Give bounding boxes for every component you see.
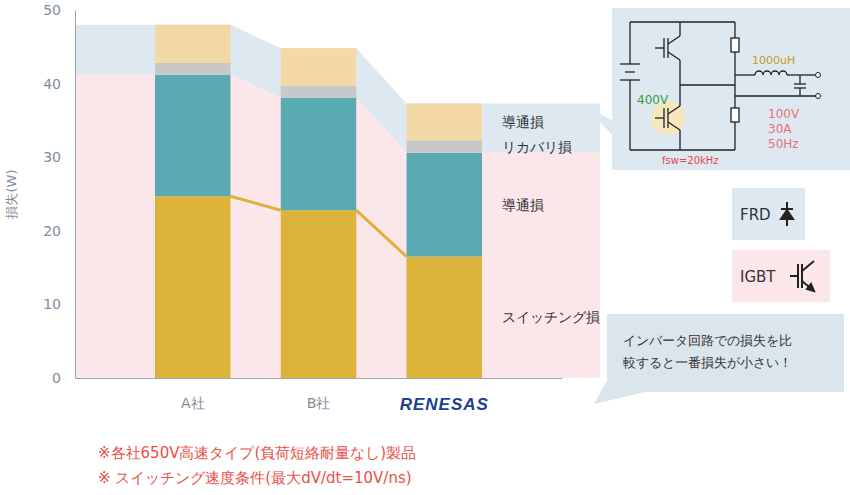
x-axis: A社 B社 RENESAS [76,378,563,414]
x-tick: B社 [307,378,331,411]
chart: 01020304050A社B社RENESAS損失(W)スイッチング損導通損リカバ… [0,0,850,495]
y-tick: 20 [43,223,75,239]
bar-segment [155,75,230,196]
legend-label: FRD [740,206,771,224]
y-tick: 0 [52,370,75,386]
bar-segment [155,25,230,63]
y-tick-label: 0 [52,370,61,386]
callout: インバータ回路での損失を比較すると一番損失が小さい！ [594,314,844,404]
circuit-wires [620,22,815,150]
circuit-label: fsw=20kHz [662,155,719,166]
bar-segment [281,210,356,378]
callout-box [607,314,844,392]
legend-icon [781,202,793,226]
bar-segment [281,48,356,86]
bars [155,25,482,378]
series-label: スイッチング損 [502,309,600,325]
x-tick-label: RENESAS [400,395,489,414]
group-bands [75,25,600,378]
bar-segment [281,86,356,98]
legend-label: IGBT [740,268,776,286]
y-tick-label: 40 [43,76,61,92]
y-axis-line [75,11,76,379]
group-band [75,75,600,378]
series-label: 導通損 [502,197,544,213]
bar-segment [155,63,230,75]
circuit-label: 100V [768,107,800,121]
y-tick: 10 [43,296,75,312]
bar-segment [407,140,482,153]
legend-icon [790,261,814,291]
group-legend: IGBT [732,250,830,302]
circuit-label: 50Hz [768,137,799,151]
footnote: ※ スイッチング速度条件(最大dV/dt=10V/ns) [98,469,412,487]
y-axis: 0 10 20 30 40 50 [43,2,75,386]
group-legend: FRD [732,188,805,240]
circuit-label: 400V [637,93,669,107]
y-tick-label: 30 [43,149,61,165]
y-tick-label: 50 [43,2,61,18]
bar-segment [281,98,356,211]
inset-box [612,8,850,170]
connector-line [356,210,406,256]
y-tick: 40 [43,76,75,92]
x-tick-label: A社 [181,395,205,411]
footnote: ※各社650V高速タイプ(負荷短絡耐量なし)製品 [98,444,416,462]
y-tick-label: 10 [43,296,61,312]
bar-segment [155,196,230,378]
connector-line [230,196,280,210]
x-tick-label: B社 [307,395,331,411]
circuit-label: 30A [768,122,792,136]
y-axis-title: 損失(W) [4,170,19,219]
y-tick: 30 [43,149,75,165]
callout-text: インバータ回路での損失を比 [623,333,792,348]
bar-segment [407,103,482,140]
legend-box [732,188,805,240]
circuit-label: 1000uH [752,54,795,67]
y-tick: 50 [43,2,75,18]
circuit-inset: 400V 1000uH 100V30A50Hz fsw=20kHz [612,8,850,170]
bar-segment [407,153,482,257]
legend-box [732,250,830,302]
callout-text: 較すると一番損失が小さい！ [623,355,792,370]
bar-segment [407,257,482,378]
series-label: 導通損 [502,114,544,130]
x-axis-line [76,378,563,379]
series-label: リカバリ損 [502,139,572,155]
x-tick: RENESAS [400,378,489,414]
x-tick: A社 [181,378,205,411]
y-tick-label: 20 [43,223,61,239]
